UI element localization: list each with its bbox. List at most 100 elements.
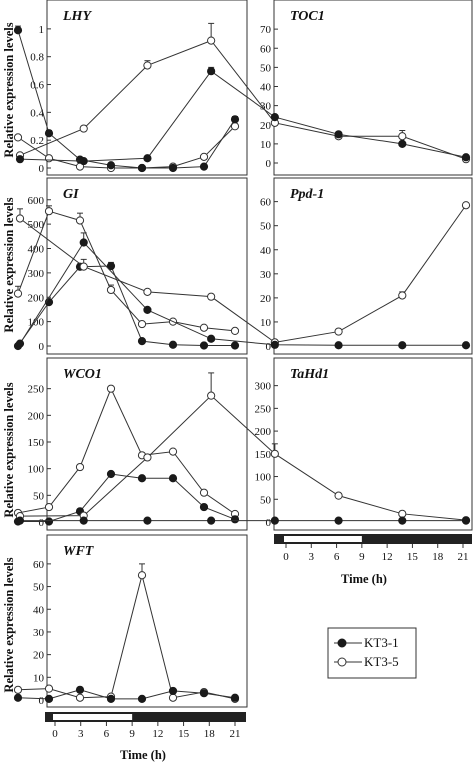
legend-box [327,627,417,679]
data-point-kt3-1 [199,689,209,698]
series-line-kt3-1 [17,265,235,347]
series-line-kt3-1 [17,30,236,169]
data-point-kt3-5 [199,152,209,161]
data-point-kt3-5 [398,291,407,300]
y-tick-label: 200 [255,426,272,438]
data-point-kt3-5 [199,488,209,497]
y-tick-label: 0.4 [30,107,44,119]
data-point-kt3-5 [270,449,279,458]
data-point-kt3-1 [334,130,343,139]
panel-wft: 0 10 20 30 40 50 60 WFT [13,534,248,708]
y-tick-label: 0 [39,517,45,529]
y-tick-label: 20 [33,650,45,662]
data-point-kt3-5 [168,447,178,456]
data-point-kt3-1 [461,341,471,350]
series-line-kt3-5 [17,387,236,515]
data-point-kt3-1 [168,474,178,483]
y-tick-label: 30 [33,627,45,639]
data-point-kt3-5 [75,216,85,225]
y-tick-label: 0.8 [30,52,44,64]
data-point-kt3-1 [334,341,343,350]
panel-frame [46,357,248,531]
data-point-kt3-1 [199,341,209,350]
data-point-kt3-1 [207,67,216,76]
legend: KT3-1 KT3-5 [327,627,417,679]
data-point-kt3-1 [106,261,116,271]
data-point-kt3-1 [15,155,25,164]
data-point-kt3-1 [461,153,471,162]
legend-label-kt3-1: KT3-1 [364,635,399,650]
data-point-kt3-1 [137,474,147,483]
data-point-kt3-1 [270,340,279,349]
panel-title: WCO1 [63,367,102,382]
data-point-kt3-5 [15,214,25,223]
y-axis-label: Relative expression levels [2,557,16,692]
x-tick-label: 18 [204,728,216,740]
y-tick-label: 250 [28,384,45,396]
y-tick-label: 300 [28,268,45,280]
panel-ppd1: 0 10 20 30 40 50 60 Ppd-1 [15,177,473,355]
y-tick-label: 40 [260,245,272,257]
y-tick-label: 150 [28,437,45,449]
photoperiod-bar-left: 0 3 6 9 12 15 18 21 [45,712,246,740]
data-point-kt3-1 [398,341,407,350]
y-tick-label: 100 [28,464,45,476]
light-period [284,536,362,542]
data-point-kt3-1 [199,162,209,171]
panel-frame [273,357,473,531]
y-tick-label: 10 [260,317,272,329]
data-point-kt3-1 [137,337,147,346]
data-point-kt3-1 [270,516,279,525]
data-point-kt3-1 [15,339,25,348]
panel-lhy: 0 0.2 0.4 0.6 0.8 1 LHY [13,0,248,176]
y-tick-label: 50 [260,221,272,233]
y-tick-label: 60 [260,43,272,55]
data-point-kt3-1 [461,516,471,525]
x-tick-label: 3 [78,728,84,740]
data-point-kt3-1 [168,340,178,349]
legend-marker-kt3-1 [337,638,347,648]
data-point-kt3-5 [106,384,116,393]
panel-title: Ppd-1 [290,187,324,202]
data-point-kt3-1 [137,163,147,173]
panel-frame [273,177,473,355]
data-point-kt3-1 [230,515,240,524]
series-line-kt3-1 [19,241,466,346]
x-tick-label: 12 [152,728,163,740]
data-point-kt3-5 [207,292,216,301]
data-point-kt3-5 [44,207,54,216]
y-tick-label: 1 [39,24,45,36]
series-line-kt3-1 [18,473,236,522]
panel-title: WFT [63,544,95,559]
y-tick-label: 50 [260,62,272,74]
data-point-kt3-1 [79,516,88,525]
data-point-kt3-1 [15,516,25,525]
data-point-kt3-1 [398,139,407,148]
data-point-kt3-1 [44,694,54,703]
panel-tahd1: 0 50 100 150 200 250 300 TaHd1 [15,357,473,531]
series-line-kt3-1 [17,689,236,700]
y-tick-label: 40 [33,604,45,616]
panel-title: TOC1 [290,9,325,24]
y-tick-label: 50 [260,494,272,506]
panel-title: LHY [62,9,92,24]
y-tick-label: 50 [33,490,45,502]
y-tick-label: 40 [260,82,272,94]
panel-frame [46,0,248,176]
data-point-kt3-1 [44,517,54,526]
data-point-kt3-1 [398,516,407,525]
data-point-kt3-1 [270,113,279,122]
y-tick-label: 70 [260,24,272,36]
data-point-kt3-1 [143,154,152,163]
legend-label-kt3-5: KT3-5 [364,654,399,669]
data-point-kt3-5 [199,323,209,332]
y-tick-label: 60 [33,559,45,571]
series-line-kt3-5 [19,204,467,343]
y-tick-label: 60 [260,197,272,209]
data-point-kt3-5 [207,391,216,400]
dark-period [274,534,472,544]
panel-wco1: 0 50 100 150 200 250 WCO1 [13,357,248,531]
data-point-kt3-1 [106,161,116,170]
series-line-kt3-5 [19,394,467,521]
